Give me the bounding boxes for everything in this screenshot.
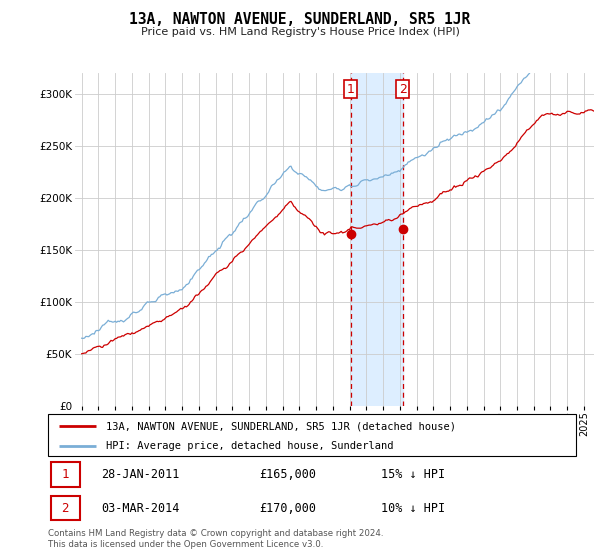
Text: £170,000: £170,000 — [259, 502, 316, 515]
Text: 13A, NAWTON AVENUE, SUNDERLAND, SR5 1JR (detached house): 13A, NAWTON AVENUE, SUNDERLAND, SR5 1JR … — [106, 421, 456, 431]
Text: 15% ↓ HPI: 15% ↓ HPI — [380, 468, 445, 481]
Text: 2: 2 — [61, 502, 69, 515]
Bar — [50, 496, 80, 520]
Text: 13A, NAWTON AVENUE, SUNDERLAND, SR5 1JR: 13A, NAWTON AVENUE, SUNDERLAND, SR5 1JR — [130, 12, 470, 27]
Text: £165,000: £165,000 — [259, 468, 316, 481]
Text: 03-MAR-2014: 03-MAR-2014 — [101, 502, 179, 515]
Text: 1: 1 — [61, 468, 69, 481]
Bar — [50, 463, 80, 487]
Text: 1: 1 — [347, 83, 355, 96]
Text: HPI: Average price, detached house, Sunderland: HPI: Average price, detached house, Sund… — [106, 441, 394, 451]
Text: 28-JAN-2011: 28-JAN-2011 — [101, 468, 179, 481]
Text: Contains HM Land Registry data © Crown copyright and database right 2024.
This d: Contains HM Land Registry data © Crown c… — [48, 529, 383, 549]
Text: 10% ↓ HPI: 10% ↓ HPI — [380, 502, 445, 515]
Text: Price paid vs. HM Land Registry's House Price Index (HPI): Price paid vs. HM Land Registry's House … — [140, 27, 460, 37]
Bar — [351, 73, 403, 406]
Text: 2: 2 — [399, 83, 407, 96]
